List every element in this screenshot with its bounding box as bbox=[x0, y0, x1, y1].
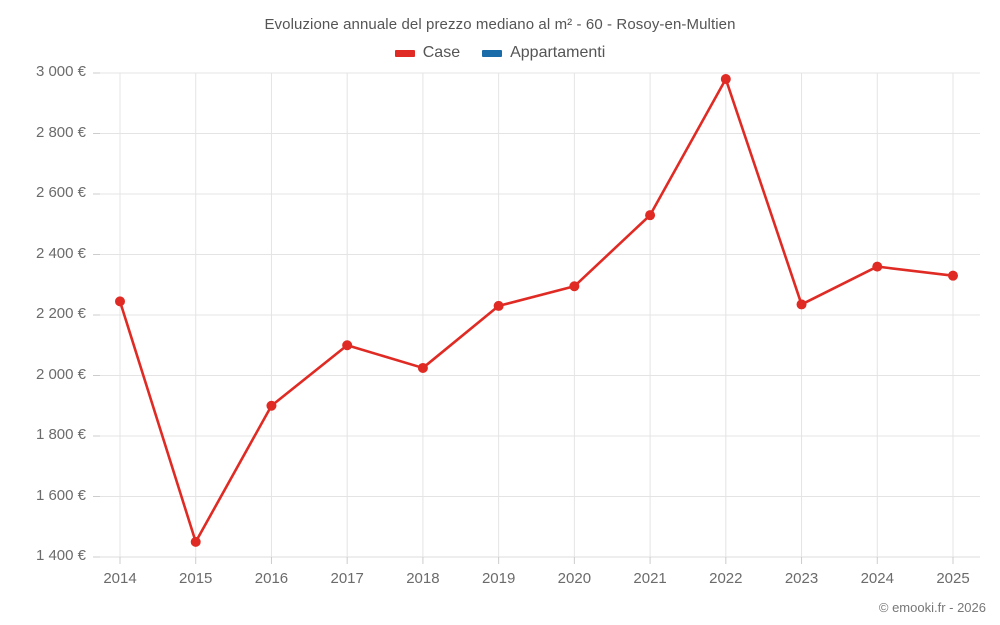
y-axis-tick-label: 2 600 € bbox=[35, 184, 86, 201]
x-axis-tick-label: 2015 bbox=[179, 570, 213, 587]
y-axis-tick-label: 2 000 € bbox=[35, 365, 86, 383]
data-point[interactable]: 2020: 2295 € bbox=[569, 281, 580, 292]
data-point[interactable]: 2014: 2245 € bbox=[115, 296, 125, 307]
chart-legend: Case Appartamenti bbox=[0, 44, 1000, 62]
x-axis-tick-label: 2025 bbox=[936, 570, 970, 587]
legend-swatch-case bbox=[394, 49, 415, 57]
data-point[interactable]: 2015: 1450 € bbox=[190, 536, 201, 547]
data-point[interactable]: 2018: 2025 € bbox=[417, 362, 428, 373]
x-axis-tick-label: 2020 bbox=[557, 570, 592, 587]
x-axis-tick-label: 2024 bbox=[860, 570, 894, 587]
legend-item-case[interactable]: Case bbox=[394, 44, 461, 62]
series-markers: 2014: 2245 € 2015: 1450 € 2016: 1900 € 2017… bbox=[115, 74, 958, 547]
y-axis-tick-label: 2 400 € bbox=[35, 244, 86, 262]
series-lines bbox=[118, 77, 955, 544]
x-axis-tick-label: 2016 bbox=[254, 570, 289, 587]
legend-swatch-appartamenti bbox=[482, 49, 503, 57]
axis-tick-marks bbox=[93, 72, 954, 564]
x-axis-tick-label: 2017 bbox=[330, 570, 364, 587]
y-axis-tick-label: 3 000 € bbox=[35, 63, 86, 80]
x-axis-tick-label: 2023 bbox=[784, 570, 819, 587]
legend-label-case: Case bbox=[422, 44, 461, 61]
data-point[interactable]: 2023: 2235 € bbox=[796, 299, 807, 310]
x-axis-tick-label: 2019 bbox=[481, 570, 516, 587]
y-axis-tick-label: 1 400 € bbox=[35, 547, 86, 564]
data-point[interactable]: 2022: 2980 € bbox=[720, 74, 731, 85]
series-line-case bbox=[118, 77, 955, 544]
data-point[interactable]: 2016: 1900 € bbox=[266, 400, 277, 411]
data-point[interactable]: 2017: 2100 € bbox=[342, 340, 353, 351]
y-axis-tick-label: 1 600 € bbox=[35, 486, 86, 504]
y-axis-tick-label: 1 800 € bbox=[35, 426, 86, 443]
chart-title: Evoluzione annuale del prezzo mediano al… bbox=[264, 16, 736, 33]
x-axis-tick-label: 2014 bbox=[103, 570, 137, 587]
legend-item-appartamenti[interactable]: Appartamenti bbox=[482, 44, 605, 62]
data-point[interactable]: 2021: 2530 € bbox=[645, 210, 656, 221]
x-axis-tick-label: 2022 bbox=[709, 570, 743, 587]
horizontal-gridlines bbox=[100, 72, 980, 558]
y-axis-tick-label: 2 200 € bbox=[35, 305, 86, 322]
y-axis-tick-label: 2 800 € bbox=[35, 123, 86, 141]
data-point[interactable]: 2025: 2330 € bbox=[948, 270, 958, 281]
x-axis-tick-label: 2021 bbox=[633, 570, 667, 587]
chart-credit: © emooki.fr - 2026 bbox=[878, 600, 986, 615]
x-axis-tick-label: 2018 bbox=[406, 570, 440, 587]
legend-label-appartamenti: Appartamenti bbox=[510, 44, 606, 61]
data-point[interactable]: 2019: 2230 € bbox=[493, 300, 504, 311]
vertical-gridlines bbox=[119, 73, 954, 557]
data-point[interactable]: 2024: 2360 € bbox=[872, 261, 883, 272]
